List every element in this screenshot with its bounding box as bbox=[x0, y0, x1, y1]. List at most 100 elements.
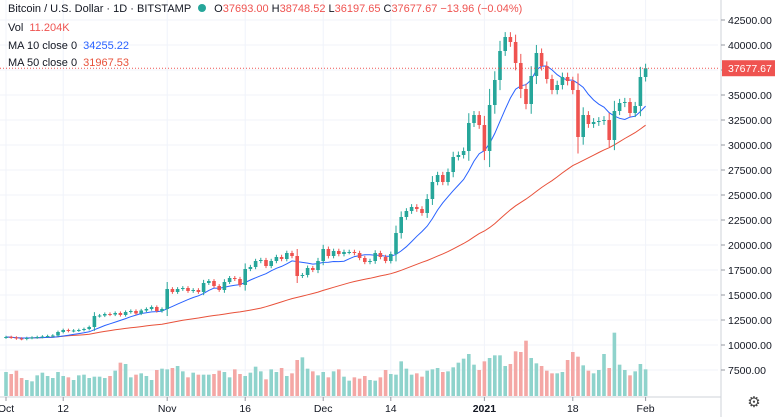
candle-body bbox=[628, 102, 632, 113]
volume-bar bbox=[456, 362, 461, 396]
candle-body bbox=[113, 313, 117, 315]
candle-body bbox=[279, 257, 284, 259]
candle-body bbox=[597, 121, 601, 122]
price-tick-label: 32500.00 bbox=[728, 115, 772, 127]
price-tick-label: 42500.00 bbox=[728, 15, 772, 27]
volume-bar bbox=[71, 380, 76, 396]
candle-body bbox=[201, 283, 206, 292]
volume-bar bbox=[300, 357, 305, 396]
candle-body bbox=[77, 330, 81, 331]
volume-legend: Vol 11.204K bbox=[8, 22, 70, 34]
candle-body bbox=[253, 261, 258, 267]
candle-body bbox=[108, 314, 112, 315]
candle-body bbox=[378, 253, 383, 257]
candle-body bbox=[217, 286, 221, 290]
candle-body bbox=[316, 261, 320, 270]
low-label: L bbox=[328, 3, 335, 15]
volume-bar bbox=[467, 354, 471, 396]
ma10-line bbox=[5, 65, 646, 339]
candle-body bbox=[165, 289, 169, 309]
volume-bar bbox=[264, 379, 268, 396]
volume-bar bbox=[160, 368, 164, 396]
candle-body bbox=[394, 233, 398, 254]
price-tick-label: 12500.00 bbox=[728, 315, 772, 327]
candle-body bbox=[612, 111, 617, 140]
time-tick-label: 12 bbox=[57, 403, 69, 415]
volume-bar bbox=[77, 375, 81, 396]
volume-bar bbox=[285, 376, 289, 396]
symbol-legend: Bitcoin / U.S. Dollar · 1D · BITSTAMP O37… bbox=[8, 3, 525, 15]
volume-bar bbox=[243, 376, 247, 396]
candle-body bbox=[513, 42, 518, 63]
candle-body bbox=[357, 253, 362, 258]
volume-bar bbox=[155, 370, 159, 396]
candle-body bbox=[61, 330, 65, 332]
volume-bar bbox=[144, 376, 149, 396]
candle-body bbox=[118, 313, 123, 315]
candle-body bbox=[300, 275, 305, 276]
volume-bar bbox=[316, 375, 320, 396]
volume-bar bbox=[565, 360, 570, 396]
ma10-legend: MA 10 close 0 34255.22 bbox=[8, 40, 129, 52]
gear-icon[interactable]: ⚙ bbox=[747, 394, 761, 411]
candle-body bbox=[539, 53, 544, 66]
status-dot-icon[interactable] bbox=[198, 4, 207, 12]
candle-body bbox=[56, 332, 60, 336]
last-price-label: 37677.67 bbox=[728, 63, 772, 75]
price-tick-label: 17500.00 bbox=[728, 265, 772, 277]
volume-bar bbox=[498, 355, 502, 396]
price-tick-label: 30000.00 bbox=[728, 140, 772, 152]
candle-body bbox=[581, 115, 585, 137]
candle-body bbox=[295, 256, 299, 276]
time-tick-label: Feb bbox=[637, 403, 655, 415]
volume-bar bbox=[92, 376, 97, 396]
candle-body bbox=[129, 311, 133, 312]
volume-bar bbox=[295, 360, 299, 396]
candle-body bbox=[196, 290, 201, 292]
volume-bar bbox=[394, 374, 398, 396]
volume-bar bbox=[207, 374, 211, 396]
time-tick-label: Dec bbox=[314, 403, 333, 415]
volume-bar bbox=[363, 376, 367, 396]
price-tick-label: 35000.00 bbox=[728, 90, 772, 102]
candle-body bbox=[35, 337, 39, 338]
candle-body bbox=[352, 252, 357, 253]
ma10-value: 34255.22 bbox=[83, 40, 130, 52]
volume-bar bbox=[487, 358, 492, 396]
candle-body bbox=[342, 252, 346, 254]
volume-bar bbox=[139, 373, 143, 396]
volume-bar bbox=[61, 376, 65, 396]
volume-bar bbox=[253, 366, 258, 396]
candle-body bbox=[144, 309, 149, 311]
candle-body bbox=[420, 209, 424, 213]
candle-body bbox=[326, 249, 331, 256]
low-value: 36197.65 bbox=[334, 3, 381, 15]
candle-body bbox=[347, 252, 351, 253]
candle-body bbox=[19, 338, 24, 340]
volume-bar bbox=[118, 362, 123, 396]
candle-body bbox=[519, 63, 523, 89]
volume-bar bbox=[321, 372, 325, 396]
candle-body bbox=[633, 106, 637, 113]
volume-bar bbox=[337, 369, 341, 396]
price-tick-label: 25000.00 bbox=[728, 190, 772, 202]
candle-body bbox=[545, 66, 549, 79]
volume-bar bbox=[269, 369, 273, 396]
volume-bar bbox=[181, 371, 185, 396]
volume-bar bbox=[352, 377, 357, 396]
volume-bar bbox=[186, 377, 190, 396]
ma50-line bbox=[5, 124, 646, 339]
candle-body bbox=[285, 253, 289, 259]
time-tick-label: 14 bbox=[385, 403, 397, 415]
volume-bar bbox=[430, 369, 435, 396]
volume-bar bbox=[56, 372, 60, 396]
time-tick-label: Nov bbox=[158, 403, 177, 415]
volume-bar bbox=[290, 373, 294, 396]
candle-body bbox=[456, 155, 461, 157]
volume-bar bbox=[597, 370, 601, 396]
volume-bar bbox=[217, 370, 221, 396]
volume-bar bbox=[441, 372, 445, 396]
volume-bar bbox=[51, 378, 55, 396]
